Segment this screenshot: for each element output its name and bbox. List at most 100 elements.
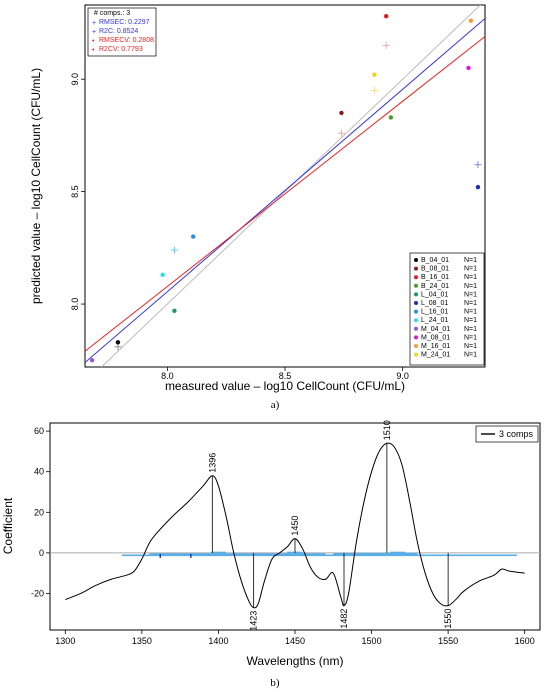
stats-marker-4: • [92, 47, 95, 54]
series-line-0 [65, 442, 525, 609]
stats-entry-0: # comps.: 3 [94, 10, 130, 17]
y-tick-label-b-2: 20 [34, 507, 44, 517]
stats-entry-1: RMSEC: 0.2297 [99, 19, 150, 26]
line-ideal [100, 5, 482, 367]
legend-dot-10 [414, 344, 418, 348]
legend-count-0: N=1 [464, 257, 477, 264]
caption-a: a) [271, 399, 280, 411]
x-tick-label-1: 8.5 [279, 371, 292, 381]
legend-count-1: N=1 [464, 266, 477, 273]
y-tick-label-1: 8.5 [70, 185, 80, 198]
cv-point-7 [160, 272, 165, 278]
legend-count-6: N=1 [464, 309, 477, 316]
y-tick-label-b-0: -20 [31, 588, 44, 598]
legend-name-4: L_04_01 [421, 291, 448, 298]
regression-lines [85, 5, 485, 367]
cv-point-1 [339, 110, 344, 116]
cv-point-6 [191, 234, 196, 239]
line-cross-validation [85, 36, 485, 352]
legend-count-4: N=1 [464, 291, 477, 298]
legend-dot-4 [414, 292, 418, 297]
legend-dot-6 [414, 309, 418, 314]
peak-label-4: 1510 [382, 420, 392, 440]
x-tick-label-2: 9.0 [396, 371, 409, 381]
stats-box-frame [87, 7, 157, 57]
legend: B_04_01 N=1 B_08_01 N=1 B_16_01 N=1 B_24_01 N=1… [409, 252, 485, 366]
x-tick-label-b-4: 1500 [362, 636, 382, 646]
legend-name-5: L_08_01 [421, 300, 448, 307]
scatter-chart: 8.0 8.5 9.0 8.0 8.5 9.0 measured value – log… [29, 4, 486, 411]
stats-marker-1: + [92, 20, 96, 27]
legend-name-8: M_04_01 [421, 326, 450, 333]
legend-dot-3 [414, 283, 418, 288]
cv-point-0 [115, 340, 121, 345]
x-tick-label-b-3: 1450 [285, 636, 305, 646]
x-tick-label-b-6: 1600 [515, 636, 535, 646]
legend-name-7: L_24_01 [421, 317, 448, 324]
legend-frame [409, 252, 485, 366]
stats-entry-4: R2CV: 0.7793 [99, 46, 143, 53]
cv-point-11 [372, 72, 377, 77]
cv-point-3 [388, 115, 394, 120]
legend-label-b: 3 comps [499, 429, 534, 439]
legend-count-7: N=1 [464, 317, 477, 324]
legend-name-2: B_16_01 [421, 274, 449, 281]
x-tick-label-0: 8.0 [161, 371, 174, 381]
line-chart: 1396 1423 1450 1482 1510 1550 1300 1350 1400 145… [1, 420, 541, 689]
legend-count-8: N=1 [464, 326, 477, 333]
legend-name-6: L_16_01 [421, 309, 448, 316]
y-axis-ticks-b: -20 0 20 40 60 [31, 426, 50, 598]
y-axis-label: predicted value – log10 CellCount (CFU/m… [29, 68, 43, 304]
cv-point-2 [383, 14, 389, 19]
stats-box: # comps.: 3 + RMSEC: 0.2297+ R2C: 0.8524 • RM… [87, 7, 157, 57]
stats-marker-2: + [92, 29, 96, 36]
legend-count-11: N=1 [464, 352, 477, 359]
peak-label-0: 1396 [207, 453, 217, 473]
y-tick-label-2: 9.0 [70, 73, 80, 86]
x-tick-label-b-0: 1300 [55, 636, 75, 646]
legend-name-9: M_08_01 [421, 334, 450, 341]
calibration-point-5 [370, 86, 378, 94]
legend-name-0: B_04_01 [421, 257, 449, 264]
calibration-point-3 [170, 246, 178, 254]
legend-dot-0 [414, 258, 418, 262]
legend-dot-5 [414, 301, 418, 305]
cv-point-8 [89, 358, 95, 363]
y-axis-label-b: Coefficient [1, 497, 15, 554]
cv-point-4 [172, 308, 177, 313]
spectral-band [121, 551, 518, 558]
coefficient-series [65, 442, 525, 609]
legend-dot-7 [414, 318, 418, 323]
legend-b: 3 comps [475, 425, 539, 443]
calibration-point-2 [382, 41, 390, 49]
x-tick-label-b-2: 1400 [208, 636, 228, 646]
peak-label-3: 1482 [339, 609, 349, 629]
legend-dot-11 [414, 352, 418, 357]
peak-annotations: 1396 1423 1450 1482 1510 1550 [207, 420, 453, 630]
x-tick-label-b-5: 1550 [438, 636, 458, 646]
peak-label-2: 1450 [290, 516, 300, 536]
stats-marker-3: • [92, 38, 95, 45]
y-tick-label-0: 8.0 [70, 298, 80, 311]
cv-point-5 [475, 184, 481, 190]
y-tick-label-b-4: 60 [34, 426, 44, 436]
calibration-point-1 [337, 129, 345, 137]
cv-point-9 [466, 65, 471, 71]
legend-count-3: N=1 [464, 283, 477, 290]
x-tick-label-b-1: 1350 [132, 636, 152, 646]
calibration-point-4 [474, 161, 482, 169]
line-calibration [85, 18, 485, 363]
legend-dot-9 [414, 335, 418, 340]
y-axis-ticks: 8.0 8.5 9.0 [70, 73, 85, 310]
stats-entry-2: R2C: 0.8524 [99, 28, 138, 35]
x-axis-ticks: 8.0 8.5 9.0 [161, 367, 409, 381]
data-points [89, 14, 482, 363]
legend-name-11: M_24_01 [421, 352, 450, 359]
x-axis-label-b: Wavelengths (nm) [247, 654, 344, 668]
x-axis-label: measured value – log10 CellCount (CFU/mL… [165, 379, 405, 393]
stats-entry-3: RMSECV: 0.2808 [99, 37, 154, 44]
legend-count-5: N=1 [464, 300, 477, 307]
y-tick-label-b-3: 40 [34, 467, 44, 477]
legend-dot-1 [414, 266, 418, 271]
